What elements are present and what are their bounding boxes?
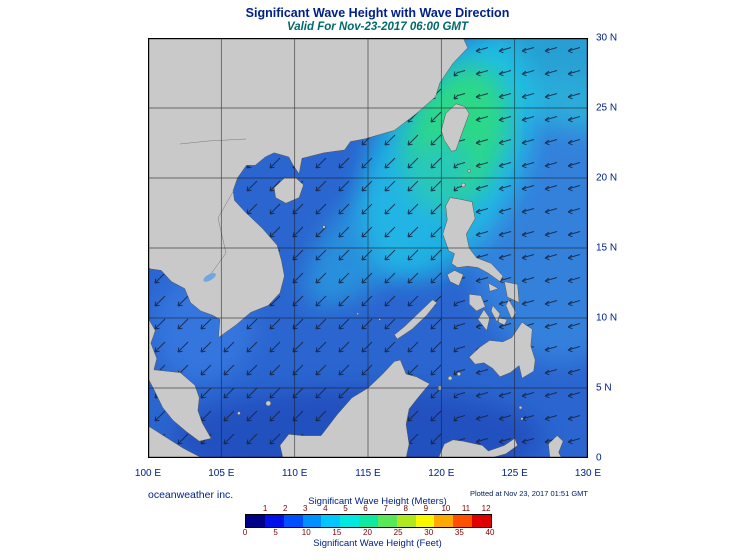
lat-label-30n: 30 N	[596, 32, 618, 44]
lat-label-25n: 25 N	[596, 102, 618, 114]
island-babuyan	[461, 182, 466, 188]
feet-tick: 15	[332, 528, 342, 537]
lat-label-5n: 5 N	[596, 382, 612, 394]
meters-tick: 11	[461, 504, 471, 513]
meters-tick: 3	[303, 504, 308, 513]
feet-tick: 30	[424, 528, 434, 537]
meters-tick: 5	[343, 504, 348, 513]
feet-tick: 25	[393, 528, 403, 537]
colorbar-title-meters: Significant Wave Height (Meters)	[308, 496, 447, 507]
meters-tick: 9	[423, 504, 429, 513]
oceanweather-credit: oceanweather inc.	[148, 489, 234, 501]
land-luzon	[442, 197, 504, 282]
lon-label-115e: 115 E	[355, 468, 381, 479]
lon-label-120e: 120 E	[428, 468, 455, 479]
border-laos-thailand	[207, 189, 235, 279]
land-sulawesi	[438, 438, 518, 458]
land-palawan	[394, 299, 438, 340]
land-leyte	[505, 299, 517, 320]
lon-label-130e: 130 E	[574, 468, 602, 479]
meters-tick: 8	[403, 504, 408, 513]
page-title: Significant Wave Height with Wave Direct…	[245, 6, 510, 20]
grid-lines	[148, 38, 588, 458]
land-bohol	[498, 317, 508, 326]
colorbar-meters-ticks: 1 2 3 4 5 6 7 8 9 10 11 12	[245, 504, 491, 513]
map-border	[148, 38, 588, 458]
meters-tick: 1	[262, 504, 268, 513]
land-sumatra	[148, 425, 202, 458]
lat-label-10n: 10 N	[596, 312, 618, 324]
lon-label-100e: 100 E	[134, 468, 162, 479]
island-sangihe-2	[520, 417, 524, 421]
land-masbate	[487, 282, 500, 292]
land-mainland-asia	[148, 38, 468, 339]
land-samar	[504, 281, 520, 304]
lon-label-125e: 125 E	[501, 468, 528, 479]
land-masses	[148, 38, 564, 458]
island-sangihe-1	[518, 405, 523, 410]
meters-tick: 10	[441, 504, 451, 513]
map-panel	[148, 38, 588, 458]
colorbar-gradient	[245, 514, 492, 528]
island-spratly-1	[356, 312, 359, 316]
meters-tick: 6	[363, 504, 368, 513]
meters-tick: 12	[481, 504, 491, 513]
island-anambas	[237, 411, 241, 415]
feet-tick: 10	[301, 528, 311, 537]
land-borneo	[279, 359, 430, 458]
lat-label-15n: 15 N	[596, 242, 618, 254]
colorbar-title-feet: Significant Wave Height (Feet)	[313, 538, 442, 549]
island-spratly-2	[378, 318, 381, 321]
lon-label-105e: 105 E	[208, 468, 235, 479]
land-malay-peninsula	[148, 317, 212, 442]
lon-label-110e: 110 E	[281, 468, 308, 479]
inner-borders	[179, 138, 247, 279]
feet-tick: 5	[273, 528, 278, 537]
meters-tick: 2	[282, 504, 288, 513]
lat-label-0: 0	[596, 452, 602, 464]
land-halmahera	[548, 435, 564, 458]
land-mindoro	[446, 270, 464, 287]
island-paracel	[322, 225, 326, 229]
meters-tick: 7	[383, 504, 388, 513]
plotted-timestamp: Plotted at Nov 23, 2017 01:51 GMT	[470, 489, 588, 498]
island-batanes	[467, 169, 471, 173]
island-natuna	[265, 400, 272, 407]
border-china-vietnam	[179, 138, 247, 145]
meters-tick: 4	[323, 504, 328, 513]
feet-tick: 35	[454, 528, 464, 537]
land-panay	[468, 293, 486, 312]
island-sulu-3	[456, 371, 461, 377]
feet-tick: 40	[485, 528, 495, 537]
land-negros	[477, 309, 490, 332]
land-mindanao	[468, 321, 536, 379]
colorbar-feet-ticks: 0 5 10 15 20 25 30 35 40	[242, 528, 495, 537]
wave-map-svg	[148, 38, 588, 458]
island-sulu-2	[447, 375, 453, 381]
feet-tick: 20	[363, 528, 372, 537]
lat-label-20n: 20 N	[596, 172, 618, 184]
land-taiwan	[441, 103, 470, 152]
feet-tick: 0	[242, 528, 248, 537]
valid-time-subtitle: Valid For Nov-23-2017 06:00 GMT	[286, 21, 469, 33]
lake-tonle-sap	[203, 273, 216, 282]
